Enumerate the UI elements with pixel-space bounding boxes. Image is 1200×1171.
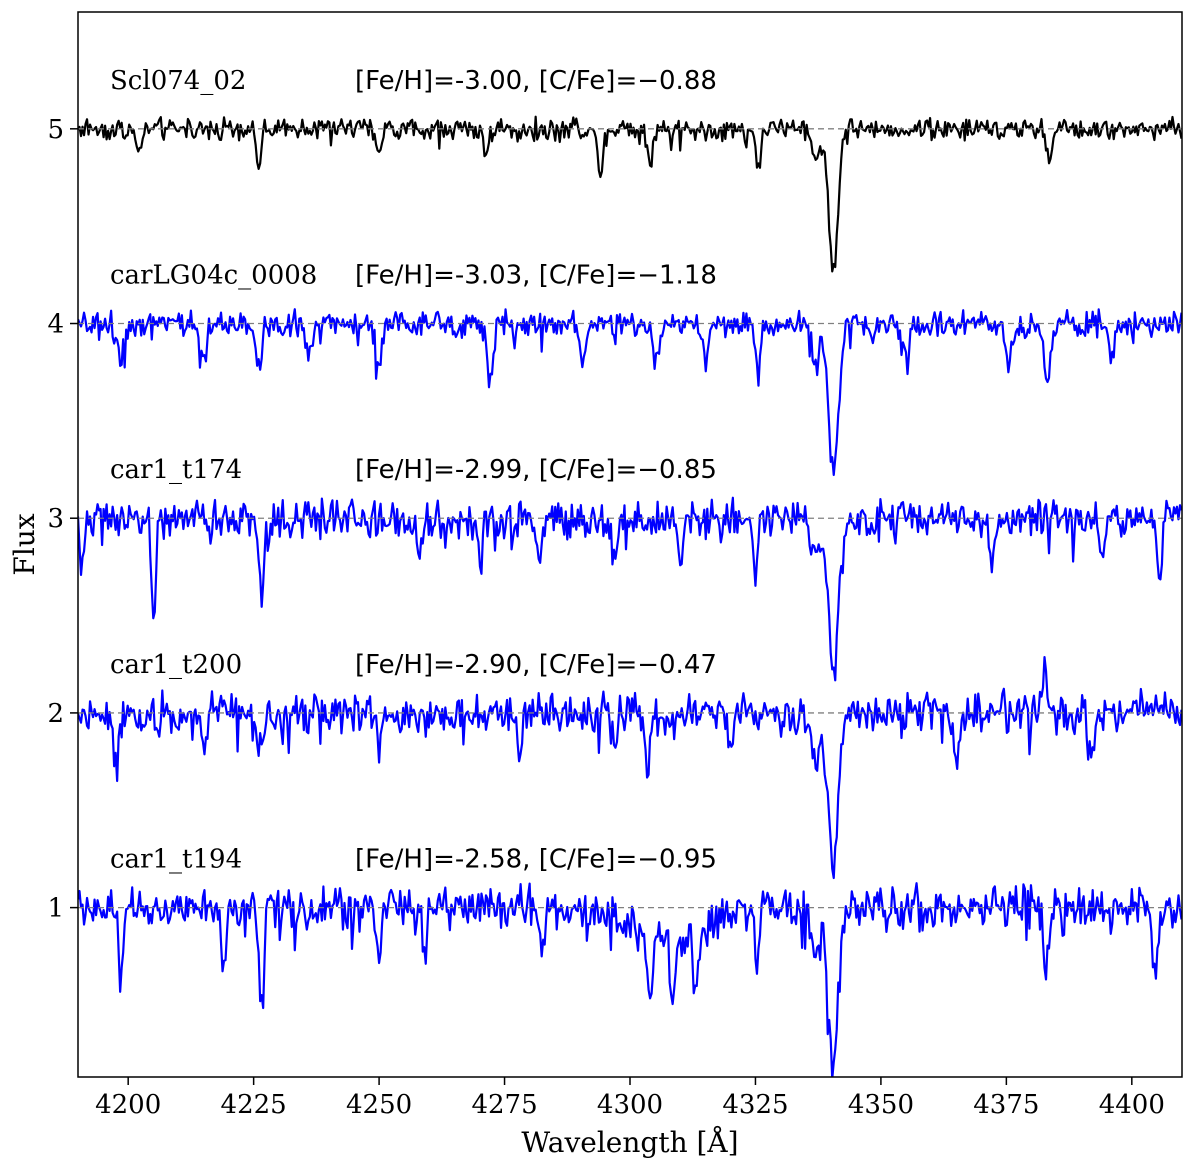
- annotations: Scl074_02 [Fe/H]=-3.00, [C/Fe]=−0.88 carLG…: [110, 66, 717, 875]
- spectrum-line-2: [78, 308, 1182, 477]
- spectra-group: [78, 115, 1182, 1077]
- reference-lines: [78, 128, 1182, 909]
- spectrum-param-label: [Fe/H]=-2.58, [C/Fe]=−0.95: [355, 845, 717, 875]
- y-tick-label: 3: [47, 504, 64, 534]
- x-tick-label: 4325: [722, 1090, 788, 1120]
- spectrum-name-label: car1_t200: [110, 650, 242, 680]
- x-tick-label: 4275: [471, 1090, 537, 1120]
- spectrum-name-label: Scl074_02: [110, 66, 246, 96]
- spectrum-param-label: [Fe/H]=-2.99, [C/Fe]=−0.85: [355, 455, 717, 485]
- x-axis-label: Wavelength [Å]: [521, 1126, 738, 1159]
- x-tick-label: 4400: [1099, 1090, 1165, 1120]
- x-tick-label: 4200: [95, 1090, 161, 1120]
- x-tick-label: 4350: [848, 1090, 914, 1120]
- y-axis-label: Flux: [8, 513, 41, 575]
- y-axis-ticks: 1 2 3 4 5: [47, 115, 78, 924]
- spectrum-param-label: [Fe/H]=-2.90, [C/Fe]=−0.47: [355, 650, 717, 680]
- spectrum-name-label: carLG04c_0008: [110, 261, 317, 291]
- spectrum-line-3: [78, 496, 1182, 682]
- spectrum-param-label: [Fe/H]=-3.00, [C/Fe]=−0.88: [355, 66, 717, 96]
- spectrum-line-4: [78, 655, 1182, 880]
- y-tick-label: 1: [47, 894, 64, 924]
- x-tick-label: 4375: [973, 1090, 1039, 1120]
- x-tick-label: 4300: [597, 1090, 663, 1120]
- x-tick-label: 4225: [221, 1090, 287, 1120]
- y-tick-label: 5: [47, 115, 64, 145]
- y-tick-label: 4: [47, 310, 64, 340]
- x-axis-ticks: 4200 4225 4250 4275 4300 4325 4350 4375 4400: [95, 1077, 1165, 1120]
- y-tick-label: 2: [47, 699, 64, 729]
- spectrum-line-5: [78, 882, 1182, 1077]
- spectrum-line-1: [78, 115, 1182, 273]
- spectrum-name-label: car1_t174: [110, 455, 242, 485]
- spectrum-param-label: [Fe/H]=-3.03, [C/Fe]=−1.18: [355, 261, 717, 291]
- spectrum-name-label: car1_t194: [110, 845, 242, 875]
- x-tick-label: 4250: [346, 1090, 412, 1120]
